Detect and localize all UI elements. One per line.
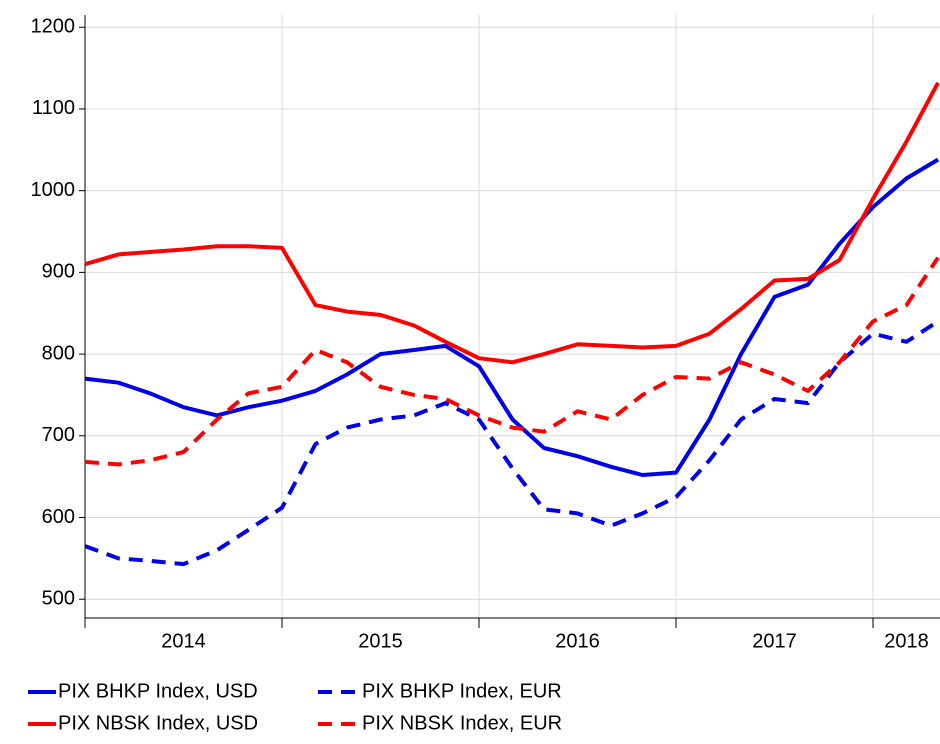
x-tick-label: 2014: [161, 630, 206, 652]
y-tick-label: 900: [42, 261, 75, 283]
legend-label: PIX BHKP Index, EUR: [362, 680, 562, 702]
series-line: [84, 81, 940, 365]
x-tick-label: 2016: [555, 630, 600, 652]
y-tick-label: 1200: [31, 16, 76, 38]
y-tick-label: 600: [42, 506, 75, 528]
y-tick-label: 1000: [31, 179, 76, 201]
y-tick-label: 800: [42, 342, 75, 364]
legend-label: PIX BHKP Index, USD: [58, 680, 258, 702]
x-tick-label: 2015: [358, 630, 403, 652]
series-line: [84, 157, 940, 477]
x-tick-label: 2017: [752, 630, 797, 652]
legend-label: PIX NBSK Index, USD: [58, 712, 258, 734]
series-line: [84, 256, 940, 467]
legend-label: PIX NBSK Index, EUR: [362, 712, 562, 734]
y-tick-label: 700: [42, 424, 75, 446]
y-tick-label: 1100: [32, 97, 75, 119]
x-tick-label: 2018: [884, 630, 929, 652]
y-tick-label: 500: [42, 587, 75, 609]
series-line: [84, 319, 940, 567]
